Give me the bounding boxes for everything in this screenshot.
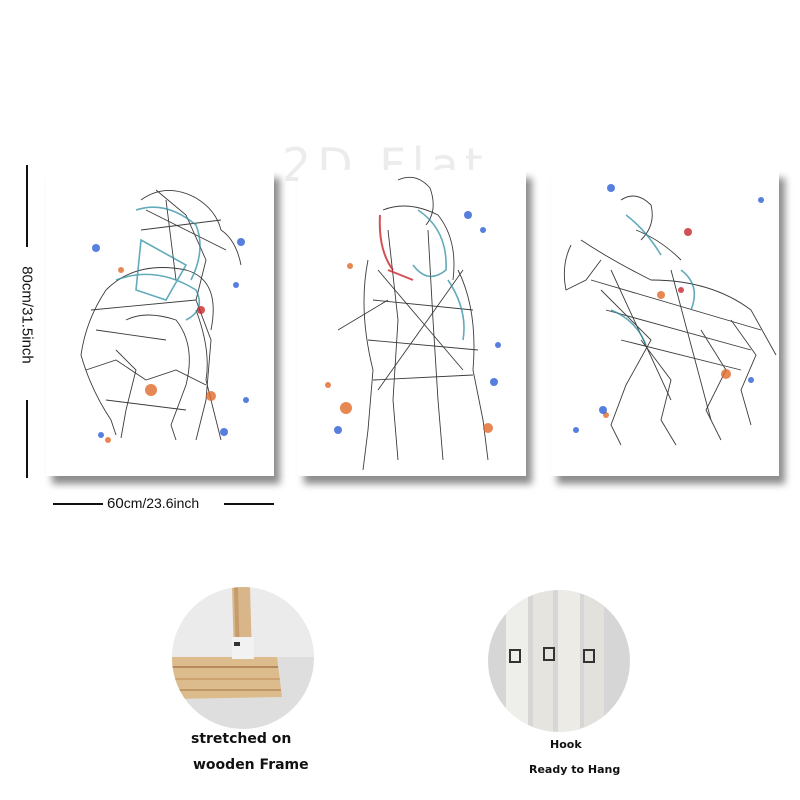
horse-rider-sketch-center — [325, 176, 501, 471]
wooden-frame-caption-line1: stretched on — [191, 731, 292, 747]
height-dimension-line-bottom — [26, 400, 28, 478]
width-dimension-label: 60cm/23.6inch — [107, 495, 199, 512]
horse-rider-sketch-right — [563, 184, 777, 446]
width-dimension-line-left — [53, 503, 103, 505]
canvas-panel-right — [551, 170, 779, 476]
hook-caption-line2: Ready to Hang — [529, 763, 621, 776]
hook-caption-line1: Hook — [550, 738, 582, 751]
wooden-frame-photo — [172, 587, 314, 729]
width-dimension-unit: cm/23.6inch — [123, 495, 200, 511]
wooden-frame-caption-line2: wooden Frame — [193, 757, 309, 773]
horse-rider-sketch-left — [80, 189, 249, 443]
width-dimension-number: 60 — [107, 495, 124, 512]
height-dimension-line-top — [26, 165, 28, 247]
width-dimension-line-right — [224, 503, 274, 505]
wooden-frame-image — [172, 587, 314, 729]
hook-image — [488, 590, 630, 732]
height-dimension-label: 80cm/31.5inch — [18, 266, 36, 364]
hook-photo — [488, 590, 630, 732]
canvas-panel-left — [46, 170, 274, 476]
canvas-panel-center — [298, 170, 526, 476]
